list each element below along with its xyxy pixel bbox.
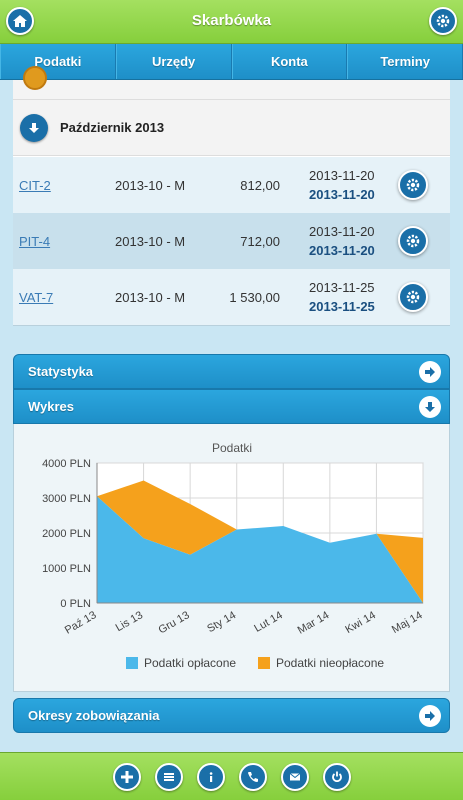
- tab-terminy[interactable]: Terminy: [347, 44, 463, 79]
- x-tick-label: Gru 13: [157, 609, 192, 636]
- app-title: Skarbówka: [191, 12, 272, 29]
- tax-list-panel: Październik 2013 CIT-2 2013-10 - M 812,0…: [13, 66, 450, 326]
- section-okresy[interactable]: Okresy zobowiązania: [13, 698, 450, 733]
- main-nav: Podatki Urzędy Konta Terminy: [0, 44, 463, 80]
- tax-dates: 2013-11-20 2013-11-20: [309, 222, 375, 260]
- y-tick-label: 3000 PLN: [42, 493, 91, 505]
- gear-icon: [406, 290, 420, 304]
- menu-button[interactable]: [154, 762, 183, 791]
- info-button[interactable]: [196, 762, 225, 791]
- tab-urzedy[interactable]: Urzędy: [115, 44, 232, 79]
- bottom-toolbar: [0, 752, 463, 800]
- month-header[interactable]: Październik 2013: [13, 100, 450, 156]
- tab-konta[interactable]: Konta: [231, 44, 348, 79]
- legend-swatch-paid: [126, 657, 138, 669]
- info-icon: [209, 771, 212, 782]
- tax-chart: 0 PLN 1000 PLN 2000 PLN 3000 PLN 4000 PLN Paź…: [42, 441, 425, 670]
- due-date: 2013-11-25: [309, 280, 375, 295]
- table-row: VAT-7 2013-10 - M 1 530,00 2013-11-25 20…: [13, 269, 450, 325]
- x-tick-label: Maj 14: [390, 609, 425, 636]
- row-settings-button[interactable]: [398, 226, 428, 256]
- y-tick-label: 1000 PLN: [42, 563, 91, 575]
- mail-icon: [289, 772, 300, 780]
- tax-link[interactable]: PIT-4: [19, 233, 51, 249]
- settings-button[interactable]: [429, 7, 457, 35]
- tab-podatki[interactable]: Podatki: [0, 44, 116, 79]
- chart-title: Podatki: [212, 441, 252, 455]
- month-toggle-icon[interactable]: [23, 66, 47, 90]
- section-title: Wykres: [28, 399, 75, 414]
- section-wykres[interactable]: Wykres: [13, 389, 450, 424]
- tax-amount: 812,00: [240, 177, 280, 193]
- add-button[interactable]: [112, 762, 141, 791]
- due-date: 2013-11-20: [309, 168, 375, 183]
- phone-icon: [247, 771, 258, 782]
- row-settings-button[interactable]: [398, 170, 428, 200]
- power-button[interactable]: [322, 762, 351, 791]
- gear-icon: [406, 178, 420, 192]
- tax-amount: 712,00: [240, 233, 280, 249]
- table-row: PIT-4 2013-10 - M 712,00 2013-11-20 2013…: [13, 213, 450, 269]
- due-date: 2013-11-20: [309, 224, 375, 239]
- x-tick-label: Paź 13: [63, 609, 99, 637]
- arrow-down-icon: [419, 396, 441, 418]
- payment-date: 2013-11-20: [309, 187, 375, 202]
- mail-button[interactable]: [280, 762, 309, 791]
- row-settings-button[interactable]: [398, 282, 428, 312]
- tax-period: 2013-10 - M: [115, 233, 186, 249]
- series-area-paid: [97, 496, 423, 603]
- y-tick-label: 0 PLN: [60, 598, 91, 610]
- x-tick-label: Kwi 14: [343, 609, 378, 636]
- power-icon: [331, 771, 342, 782]
- gear-icon: [406, 234, 420, 248]
- legend-label-unpaid: Podatki nieopłacone: [276, 656, 384, 670]
- phone-button[interactable]: [238, 762, 267, 791]
- legend-label-paid: Podatki opłacone: [144, 656, 236, 670]
- tax-period: 2013-10 - M: [115, 289, 186, 305]
- tax-link[interactable]: VAT-7: [19, 289, 54, 305]
- y-tick-label: 4000 PLN: [42, 458, 91, 470]
- home-icon: [13, 15, 27, 27]
- payment-date: 2013-11-20: [309, 243, 375, 258]
- arrow-right-icon: [419, 705, 441, 727]
- gear-icon: [436, 14, 450, 28]
- x-tick-label: Lut 14: [252, 609, 284, 635]
- y-tick-label: 2000 PLN: [42, 528, 91, 540]
- series-area-unpaid: [97, 480, 423, 603]
- menu-icon: [163, 772, 174, 781]
- plus-icon: [120, 770, 133, 783]
- arrow-down-icon: [20, 113, 48, 142]
- tax-period: 2013-10 - M: [115, 177, 186, 193]
- previous-month-strip: [13, 66, 450, 100]
- chart-container: 0 PLN 1000 PLN 2000 PLN 3000 PLN 4000 PLN Paź…: [13, 424, 450, 692]
- section-title: Okresy zobowiązania: [28, 708, 160, 723]
- tax-dates: 2013-11-20 2013-11-20: [309, 166, 375, 204]
- tax-link[interactable]: CIT-2: [19, 177, 51, 193]
- payment-date: 2013-11-25: [309, 299, 375, 314]
- section-statystyka[interactable]: Statystyka: [13, 354, 450, 389]
- x-tick-label: Lis 13: [114, 609, 145, 634]
- tax-amount: 1 530,00: [229, 289, 280, 305]
- table-row: CIT-2 2013-10 - M 812,00 2013-11-20 2013…: [13, 157, 450, 213]
- x-tick-label: Sty 14: [205, 609, 238, 635]
- app-header: Skarbówka: [0, 0, 463, 44]
- tax-dates: 2013-11-25 2013-11-25: [309, 278, 375, 316]
- arrow-right-icon: [419, 361, 441, 383]
- x-tick-label: Mar 14: [296, 609, 332, 637]
- month-title: Październik 2013: [60, 120, 165, 135]
- section-title: Statystyka: [28, 364, 94, 379]
- home-button[interactable]: [6, 7, 34, 35]
- legend-swatch-unpaid: [258, 657, 270, 669]
